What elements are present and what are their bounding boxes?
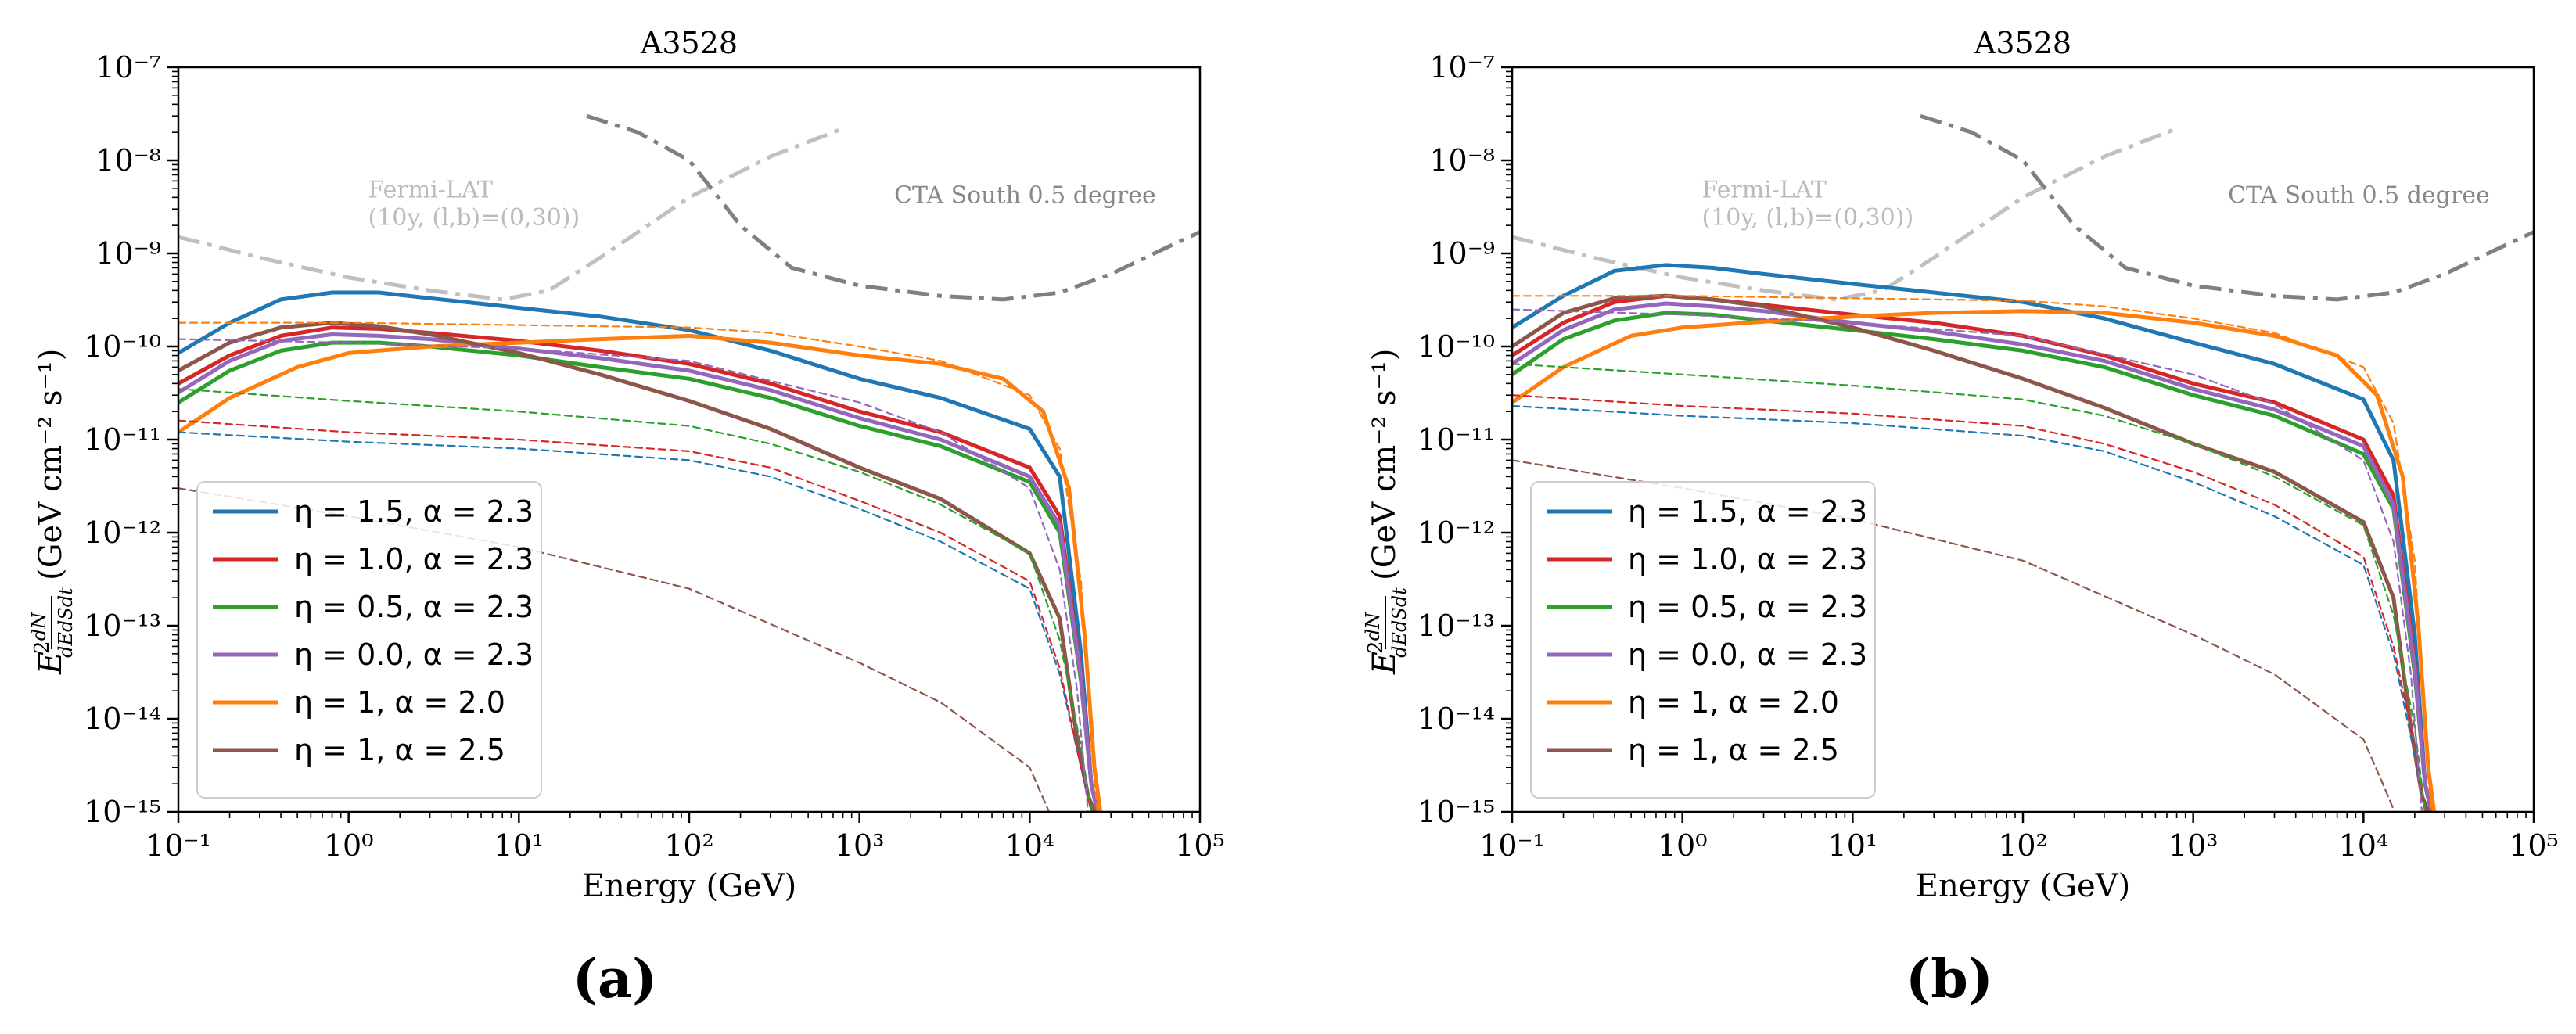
- y-tick-label: 10⁻¹⁴: [84, 702, 161, 736]
- x-tick-label: 10¹: [1828, 828, 1878, 863]
- total-curve-3: [1512, 301, 2434, 812]
- x-tick-label: 10³: [2168, 828, 2219, 863]
- legend-label-4: η = 1, α = 2.0: [294, 685, 505, 720]
- component-curve-8: [1512, 363, 2427, 812]
- y-label-units: (GeV cm⁻² s⁻¹): [1367, 349, 1403, 580]
- x-tick-label: 10⁵: [1175, 828, 1225, 863]
- legend-label-2: η = 0.5, α = 2.3: [294, 590, 534, 624]
- y-tick-label: 10⁻⁷: [1429, 50, 1495, 84]
- component-curve-7: [1512, 394, 2427, 812]
- legend-label-3: η = 0.0, α = 2.3: [294, 637, 534, 672]
- y-label-e-exp: 2: [1364, 641, 1388, 654]
- y-tick-label: 10⁻¹¹: [1417, 422, 1495, 457]
- y-label-e: E: [33, 652, 69, 675]
- fermi-annotation-line2: (10y, (l,b)=(0,30)): [368, 204, 580, 232]
- y-label-e-exp: 2: [31, 641, 54, 654]
- x-tick-label: 10⁰: [1658, 828, 1708, 863]
- legend-label-0: η = 1.5, α = 2.3: [1628, 494, 1867, 529]
- y-tick-label: 10⁻¹³: [84, 609, 161, 643]
- x-tick-label: 10²: [1998, 828, 2048, 863]
- plot-area: [178, 113, 1200, 812]
- y-tick-label: 10⁻¹³: [1417, 609, 1495, 643]
- x-tick-label: 10⁵: [2509, 828, 2559, 863]
- x-tick-label: 10⁴: [2339, 828, 2389, 863]
- y-tick-label: 10⁻¹²: [1417, 515, 1495, 550]
- sensitivity-curve-cta-south: [1920, 113, 2534, 302]
- fermi-annotation-line2: (10y, (l,b)=(0,30)): [1701, 204, 1913, 232]
- total-curve-0: [178, 290, 1100, 812]
- sensitivity-curve-cta-south: [586, 113, 1200, 302]
- x-tick-label: 10⁻¹: [146, 828, 211, 863]
- y-tick-label: 10⁻¹⁵: [1417, 795, 1495, 829]
- y-tick-label: 10⁻⁹: [1429, 236, 1495, 271]
- sensitivity-curve-fermi-lat: [178, 126, 844, 302]
- chart-title: A3528: [1974, 26, 2071, 60]
- fermi-annotation-line1: Fermi-LAT: [1701, 176, 1826, 203]
- y-tick-label: 10⁻¹⁰: [84, 329, 161, 364]
- y-label-e: E: [1367, 652, 1403, 675]
- component-curve-10: [178, 321, 1099, 812]
- panel-b: A3528 Fermi-LAT(10y, (l,b)=(0,30)) CTA Sou…: [1362, 26, 2559, 904]
- component-curve-8: [178, 388, 1093, 812]
- x-tick-label: 10²: [664, 828, 714, 863]
- legend-label-3: η = 0.0, α = 2.3: [1628, 637, 1867, 672]
- x-tick-label: 10¹: [494, 828, 544, 863]
- cta-annotation: CTA South 0.5 degree: [894, 181, 1156, 209]
- component-curve-6: [178, 431, 1093, 812]
- cta-annotation: CTA South 0.5 degree: [2228, 181, 2490, 209]
- panel-label-b: (b): [1906, 948, 1993, 1011]
- legend-label-2: η = 0.5, α = 2.3: [1628, 590, 1867, 624]
- component-curve-9: [1512, 308, 2423, 812]
- component-curve-9: [178, 338, 1089, 812]
- panel-a: A3528 Fermi-LAT(10y, (l,b)=(0,30)) CTA Sou…: [28, 26, 1225, 904]
- x-axis-label: Energy (GeV): [1916, 868, 2130, 904]
- legend-label-1: η = 1.0, α = 2.3: [294, 542, 534, 576]
- y-label-numerator: dN: [28, 612, 50, 641]
- y-tick-label: 10⁻¹¹: [84, 422, 161, 457]
- total-curve-4: [1512, 309, 2437, 812]
- y-tick-label: 10⁻⁷: [95, 50, 161, 84]
- x-tick-label: 10⁻¹: [1479, 828, 1545, 863]
- x-tick-label: 10⁰: [324, 828, 374, 863]
- y-tick-label: 10⁻⁸: [95, 143, 161, 178]
- x-axis-label: Energy (GeV): [582, 868, 796, 904]
- component-curve-10: [1512, 295, 2433, 812]
- legend-label-5: η = 1, α = 2.5: [1628, 733, 1839, 767]
- panel-label-a: (a): [573, 948, 657, 1011]
- chart-title: A3528: [640, 26, 738, 60]
- legend-box: [1530, 481, 1876, 799]
- y-tick-label: 10⁻¹⁴: [1417, 702, 1495, 736]
- y-label-denominator: dEdSdt: [55, 587, 77, 658]
- y-label-denominator: dEdSdt: [1389, 587, 1410, 658]
- component-curve-7: [178, 419, 1093, 812]
- legend-label-1: η = 1.0, α = 2.3: [1628, 542, 1867, 576]
- legend-label-4: η = 1, α = 2.0: [1628, 685, 1839, 720]
- legend-box: [196, 481, 542, 799]
- component-curve-6: [1512, 404, 2427, 812]
- legend-label-0: η = 1.5, α = 2.3: [294, 494, 534, 529]
- total-curve-5: [1512, 293, 2430, 812]
- total-curve-0: [1512, 263, 2434, 812]
- y-label-numerator: dN: [1362, 612, 1384, 641]
- legend-label-5: η = 1, α = 2.5: [294, 733, 505, 767]
- y-tick-label: 10⁻¹²: [84, 515, 161, 550]
- y-label-units: (GeV cm⁻² s⁻¹): [33, 349, 69, 580]
- plot-area: [1512, 113, 2534, 812]
- x-tick-label: 10⁴: [1005, 828, 1055, 863]
- fermi-annotation-line1: Fermi-LAT: [368, 176, 492, 203]
- y-tick-label: 10⁻¹⁰: [1417, 329, 1495, 364]
- y-tick-label: 10⁻¹⁵: [84, 795, 161, 829]
- x-tick-label: 10³: [835, 828, 885, 863]
- total-curve-3: [178, 332, 1100, 812]
- total-curve-5: [178, 321, 1097, 812]
- y-tick-label: 10⁻⁸: [1429, 143, 1495, 178]
- y-tick-label: 10⁻⁹: [95, 236, 161, 271]
